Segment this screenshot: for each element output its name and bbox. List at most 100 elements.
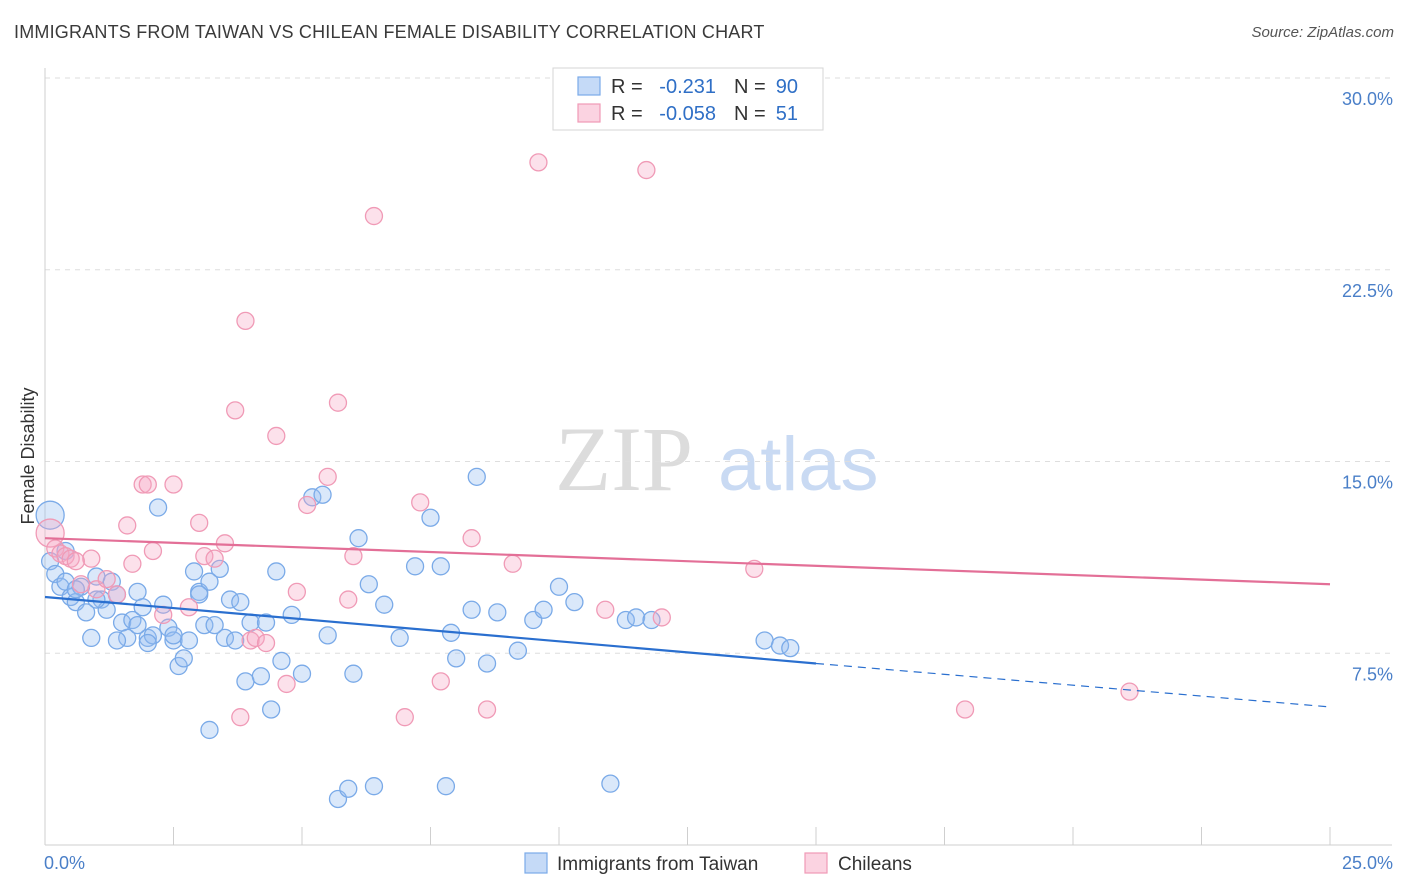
chileans-point xyxy=(652,608,671,627)
chileans-point xyxy=(138,475,157,494)
taiwan-point xyxy=(128,582,147,602)
series-taiwan-points xyxy=(35,467,800,809)
chileans-point xyxy=(246,628,265,648)
taiwan-point xyxy=(174,649,193,668)
taiwan-point xyxy=(359,575,378,594)
series-chileans-points xyxy=(35,153,1139,727)
taiwan-point xyxy=(184,562,204,581)
legend-r-label-2: R = xyxy=(611,103,643,125)
chileans-point xyxy=(97,569,116,589)
taiwan-point xyxy=(364,777,384,796)
chileans-point xyxy=(395,708,414,727)
y-tick-label: 22.5% xyxy=(1342,281,1393,301)
taiwan-point xyxy=(508,641,528,660)
taiwan-point xyxy=(292,664,312,683)
taiwan-point xyxy=(128,615,147,635)
taiwan-point xyxy=(195,615,214,635)
x-tick-max: 25.0% xyxy=(1342,853,1393,873)
taiwan-point xyxy=(565,592,584,612)
taiwan-point xyxy=(626,608,646,627)
series-legend: Immigrants from Taiwan Chileans xyxy=(524,852,912,875)
taiwan-point xyxy=(488,603,507,622)
taiwan-point xyxy=(344,664,363,683)
taiwan-trend-line xyxy=(44,595,817,665)
taiwan-point xyxy=(205,615,224,635)
chileans-point xyxy=(107,585,127,604)
chileans-point xyxy=(1120,682,1139,701)
taiwan-point xyxy=(339,779,358,798)
legend-n-label-1: N = xyxy=(734,76,766,98)
trend-lines xyxy=(44,537,1331,708)
bottom-legend-label-chileans: Chileans xyxy=(838,854,912,875)
taiwan-point xyxy=(781,638,800,658)
taiwan-point xyxy=(267,562,286,581)
taiwan-point xyxy=(138,633,157,653)
chileans-point xyxy=(82,549,101,568)
watermark-atlas: atlas xyxy=(718,422,879,507)
chileans-point xyxy=(179,598,199,617)
chileans-point xyxy=(637,160,656,180)
watermark-zip: ZIP xyxy=(555,408,693,510)
x-tick-min: 0.0% xyxy=(44,853,85,873)
legend-r-value-1: -0.231 xyxy=(659,76,716,98)
taiwan-point xyxy=(462,600,481,619)
taiwan-point xyxy=(313,485,332,504)
chileans-point xyxy=(411,493,430,512)
chileans-point xyxy=(215,534,235,553)
chileans-point xyxy=(66,552,85,571)
chileans-point xyxy=(154,605,173,625)
taiwan-point xyxy=(534,600,553,619)
taiwan-point xyxy=(467,467,486,486)
taiwan-point xyxy=(87,590,106,609)
bottom-legend-label-taiwan: Immigrants from Taiwan xyxy=(557,854,758,875)
chileans-point xyxy=(277,674,296,694)
taiwan-point xyxy=(421,508,440,527)
bottom-legend-swatch-chileans xyxy=(804,852,828,874)
bottom-legend-swatch-taiwan xyxy=(524,852,548,874)
taiwan-point xyxy=(164,626,183,645)
chileans-point xyxy=(236,311,255,331)
taiwan-point xyxy=(375,595,394,614)
chileans-point xyxy=(164,475,183,494)
taiwan-point xyxy=(241,613,260,632)
taiwan-point xyxy=(447,649,466,668)
taiwan-point xyxy=(107,631,127,650)
chileans-point xyxy=(529,153,548,172)
correlation-legend: R = -0.231 N = 90 R = -0.058 N = 51 xyxy=(552,67,824,131)
chart-title: IMMIGRANTS FROM TAIWAN VS CHILEAN FEMALE… xyxy=(14,22,765,42)
chileans-point xyxy=(143,541,163,561)
taiwan-point xyxy=(179,631,199,650)
taiwan-point xyxy=(282,605,301,625)
taiwan-point xyxy=(164,631,183,650)
taiwan-point xyxy=(256,613,276,632)
chileans-point xyxy=(596,600,615,619)
chileans-trend-line xyxy=(44,537,1331,586)
chileans-point xyxy=(267,426,286,446)
y-tick-label: 30.0% xyxy=(1342,89,1393,109)
legend-n-value-1: 90 xyxy=(776,76,798,98)
chileans-point xyxy=(431,672,450,691)
chileans-point xyxy=(339,590,358,609)
legend-r-value-2: -0.058 xyxy=(659,103,716,125)
chileans-point xyxy=(205,549,224,568)
axes xyxy=(44,68,1392,846)
y-tick-labels: 7.5% 15.0% 22.5% 30.0% xyxy=(1342,89,1393,684)
taiwan-point xyxy=(123,610,142,630)
taiwan-point xyxy=(66,580,85,599)
y-axis-label: Female Disability xyxy=(18,387,38,524)
taiwan-point xyxy=(190,585,209,604)
chileans-point xyxy=(955,700,975,719)
taiwan-point xyxy=(76,603,96,622)
chileans-point xyxy=(364,206,384,226)
chileans-point xyxy=(256,633,276,653)
taiwan-point xyxy=(236,672,255,691)
taiwan-point xyxy=(148,498,168,517)
legend-swatch-taiwan xyxy=(577,76,601,96)
chileans-point xyxy=(503,554,522,573)
taiwan-point xyxy=(82,628,101,648)
taiwan-point xyxy=(431,557,450,576)
taiwan-point xyxy=(154,595,173,614)
legend-swatch-chileans xyxy=(577,103,601,123)
chileans-point xyxy=(133,475,152,494)
